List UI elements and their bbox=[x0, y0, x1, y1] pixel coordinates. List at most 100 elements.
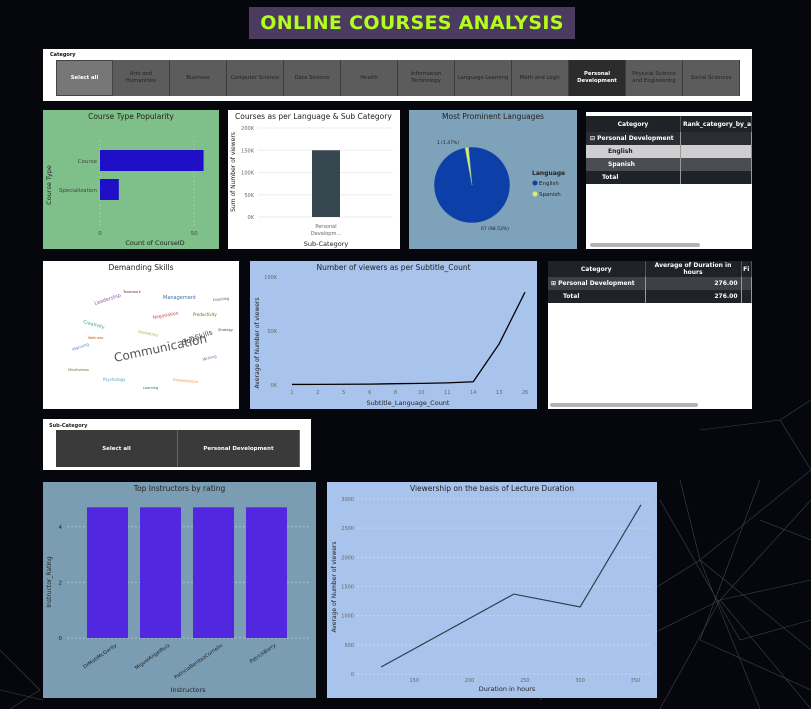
horizontal-scrollbar[interactable] bbox=[590, 243, 700, 247]
category-chip-6[interactable]: Information Technology bbox=[398, 60, 455, 96]
category-chip-10[interactable]: Physical Science and Engineering bbox=[626, 60, 683, 96]
category-chip-5[interactable]: Health bbox=[341, 60, 398, 96]
category-slicer-label: Category bbox=[50, 52, 76, 58]
table-row[interactable]: English bbox=[586, 145, 753, 158]
category-chip-9[interactable]: Personal Development bbox=[569, 60, 626, 96]
row-value bbox=[680, 145, 753, 158]
x-axis-label: Count of CourseID bbox=[125, 239, 184, 247]
column-header-category[interactable]: Category bbox=[586, 116, 681, 132]
tick-label: 13 bbox=[496, 390, 502, 396]
table-row[interactable]: Total 276.00 bbox=[548, 290, 752, 303]
tick-label: 3000 bbox=[341, 497, 354, 503]
column-header-rank[interactable]: Rank_category_by_a bbox=[680, 116, 753, 132]
row-value bbox=[680, 171, 753, 184]
column-header-avg-duration[interactable]: Average of Duration in hours bbox=[645, 261, 742, 277]
chart-title: Most Prominent Languages bbox=[442, 112, 544, 121]
bar bbox=[193, 507, 234, 638]
rank-table: Category Rank_category_by_a ⊟ Personal D… bbox=[586, 116, 753, 184]
legend-title: Language bbox=[532, 170, 565, 177]
category-chip-11[interactable]: Social Sciences bbox=[683, 60, 740, 96]
category-chip-0[interactable]: Select all bbox=[56, 60, 113, 96]
column-header-category[interactable]: Category bbox=[548, 261, 646, 277]
subcategory-select-all[interactable]: Select all bbox=[56, 430, 178, 467]
table-row[interactable]: Total bbox=[586, 171, 753, 184]
word: Creativity bbox=[82, 319, 105, 331]
tick-label: 11 bbox=[444, 390, 450, 396]
prominent-languages-pie: 1 (1.47%) 67 (98.53%) Language English Spa… bbox=[433, 140, 565, 232]
tick-label: 50K bbox=[244, 193, 254, 199]
x-axis-label: Sub-Category bbox=[304, 240, 349, 248]
subcategory-personal-development[interactable]: Personal Development bbox=[178, 430, 300, 467]
category-chip-8[interactable]: Math and Logic bbox=[512, 60, 569, 96]
tick-label: 100K bbox=[241, 171, 255, 177]
x-axis-label: Instructors bbox=[171, 686, 207, 694]
chart-title: Number of viewers as per Subtitle_Count bbox=[316, 263, 471, 272]
tick-label: 150 bbox=[410, 678, 420, 684]
column-header-fi[interactable]: Fi bbox=[741, 261, 752, 277]
word: Leadership bbox=[94, 293, 122, 307]
category-label: PatriciaBenitezCornelio bbox=[173, 643, 224, 681]
legend-entry: English bbox=[539, 181, 559, 187]
prominent-languages-card[interactable]: Most Prominent Languages 1 (1.47%) 67 (98… bbox=[409, 110, 577, 249]
tick-label: 6 bbox=[368, 390, 371, 396]
category-chip-3[interactable]: Computer Science bbox=[227, 60, 284, 96]
language-subcategory-card[interactable]: Courses as per Language & Sub Category S… bbox=[228, 110, 400, 249]
tick-label: 350 bbox=[631, 678, 641, 684]
horizontal-scrollbar[interactable] bbox=[550, 403, 698, 407]
lecture-duration-card[interactable]: Viewership on the basis of Lecture Durat… bbox=[327, 482, 657, 698]
rank-category-table-card[interactable]: Category Rank_category_by_a ⊟ Personal D… bbox=[586, 112, 753, 249]
subcategory-slicer-label: Sub-Category bbox=[49, 423, 88, 429]
bar bbox=[312, 150, 340, 217]
bar bbox=[246, 507, 287, 638]
row-value: 276.00 bbox=[645, 290, 742, 303]
bar bbox=[87, 507, 128, 638]
table-row[interactable]: ⊟ Personal Development bbox=[586, 132, 753, 145]
tick-label: 0K bbox=[271, 383, 278, 389]
chart-title: Top Instructors by rating bbox=[133, 484, 226, 493]
tick-label: 4 bbox=[59, 525, 63, 531]
subtitle-count-card[interactable]: Number of viewers as per Subtitle_Count … bbox=[250, 261, 537, 409]
category-chip-4[interactable]: Data Science bbox=[284, 60, 341, 96]
y-axis-label: Sum of Number of viewers bbox=[230, 132, 237, 212]
row-label: Total bbox=[548, 290, 646, 303]
word: Psychology bbox=[103, 377, 126, 382]
table-row[interactable]: Spanish bbox=[586, 158, 753, 171]
word: Strategy bbox=[218, 328, 233, 332]
top-instructors-chart: Instructor_Rating Instructors 4 2 0 DrMattM… bbox=[46, 507, 311, 694]
bar bbox=[100, 150, 204, 171]
duration-table: Category Average of Duration in hours Fi… bbox=[548, 261, 752, 303]
pie-slice bbox=[464, 146, 473, 186]
course-type-popularity-card[interactable]: Course Type Popularity Course Type Count… bbox=[43, 110, 219, 249]
category-label: Developm... bbox=[311, 231, 342, 237]
word: Management bbox=[163, 295, 196, 301]
tick-label: 2 bbox=[59, 580, 63, 586]
word: Presentation bbox=[173, 377, 199, 384]
table-row[interactable]: ⊞ Personal Development 276.00 bbox=[548, 277, 752, 290]
row-label: ⊞ Personal Development bbox=[548, 277, 646, 290]
bar bbox=[100, 179, 119, 200]
dashboard-title: ONLINE COURSES ANALYSIS bbox=[249, 7, 575, 39]
category-label: DrMattMcGarity bbox=[82, 643, 118, 671]
category-chip-1[interactable]: Arts and Humanities bbox=[113, 60, 170, 96]
tick-label: 5 bbox=[342, 390, 345, 396]
tick-label: 0 bbox=[98, 231, 102, 237]
tick-label: 50 bbox=[191, 231, 198, 237]
data-label: 67 (98.53%) bbox=[481, 226, 509, 232]
course-type-chart: Course Type Count of CourseID Course Spec… bbox=[45, 140, 204, 247]
series-line bbox=[291, 291, 526, 386]
tick-label: 2000 bbox=[341, 555, 354, 561]
word: Marketing bbox=[138, 329, 159, 337]
bar bbox=[140, 507, 181, 638]
tick-label: 300 bbox=[575, 678, 585, 684]
category-chip-7[interactable]: Language Learning bbox=[455, 60, 512, 96]
duration-table-card[interactable]: Category Average of Duration in hours Fi… bbox=[548, 261, 752, 409]
demanding-skills-card[interactable]: Demanding Skills Communication SoftSkills… bbox=[43, 261, 239, 409]
category-label: Personal bbox=[315, 224, 336, 230]
category-label: PatrickBarry bbox=[249, 643, 277, 665]
tick-label: 100K bbox=[264, 275, 278, 281]
category-chip-2[interactable]: Business bbox=[170, 60, 227, 96]
top-instructors-card[interactable]: Top Instructors by rating Instructor_Rat… bbox=[43, 482, 316, 698]
tick-label: 2500 bbox=[341, 526, 354, 532]
word: Wellness bbox=[88, 336, 104, 340]
